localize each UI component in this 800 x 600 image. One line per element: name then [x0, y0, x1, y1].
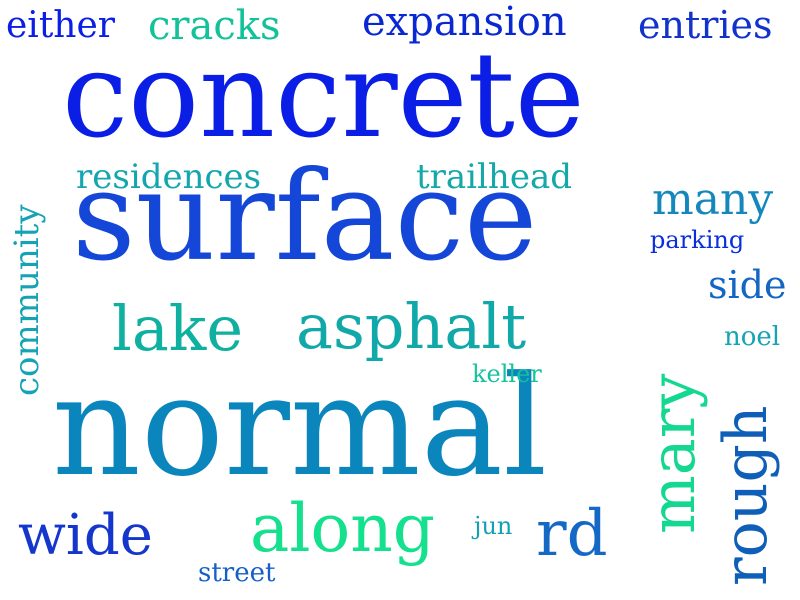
word-normal: normal [52, 346, 548, 507]
word-concrete: concrete [62, 26, 585, 164]
word-lake: lake [112, 292, 244, 365]
word-rd: rd [536, 497, 608, 571]
word-jun: jun [474, 512, 513, 540]
word-expansion: expansion [362, 0, 567, 45]
word-keller: keller [472, 360, 542, 388]
word-community: community [7, 204, 47, 396]
word-many: many [652, 174, 774, 225]
word-entries: entries [638, 3, 773, 47]
word-street: street [198, 558, 276, 588]
word-rough: rough [711, 405, 781, 587]
word-residences: residences [76, 157, 262, 197]
word-wide: wide [18, 503, 153, 568]
word-trailhead: trailhead [416, 157, 572, 197]
word-side: side [708, 263, 787, 307]
word-surface: surface [72, 145, 538, 289]
word-noel: noel [724, 322, 781, 352]
word-parking: parking [650, 226, 745, 254]
word-either: either [6, 5, 115, 46]
word-mary: mary [636, 373, 709, 534]
word-along: along [250, 490, 435, 567]
word-asphalt: asphalt [296, 290, 527, 363]
word-cracks: cracks [148, 3, 281, 49]
